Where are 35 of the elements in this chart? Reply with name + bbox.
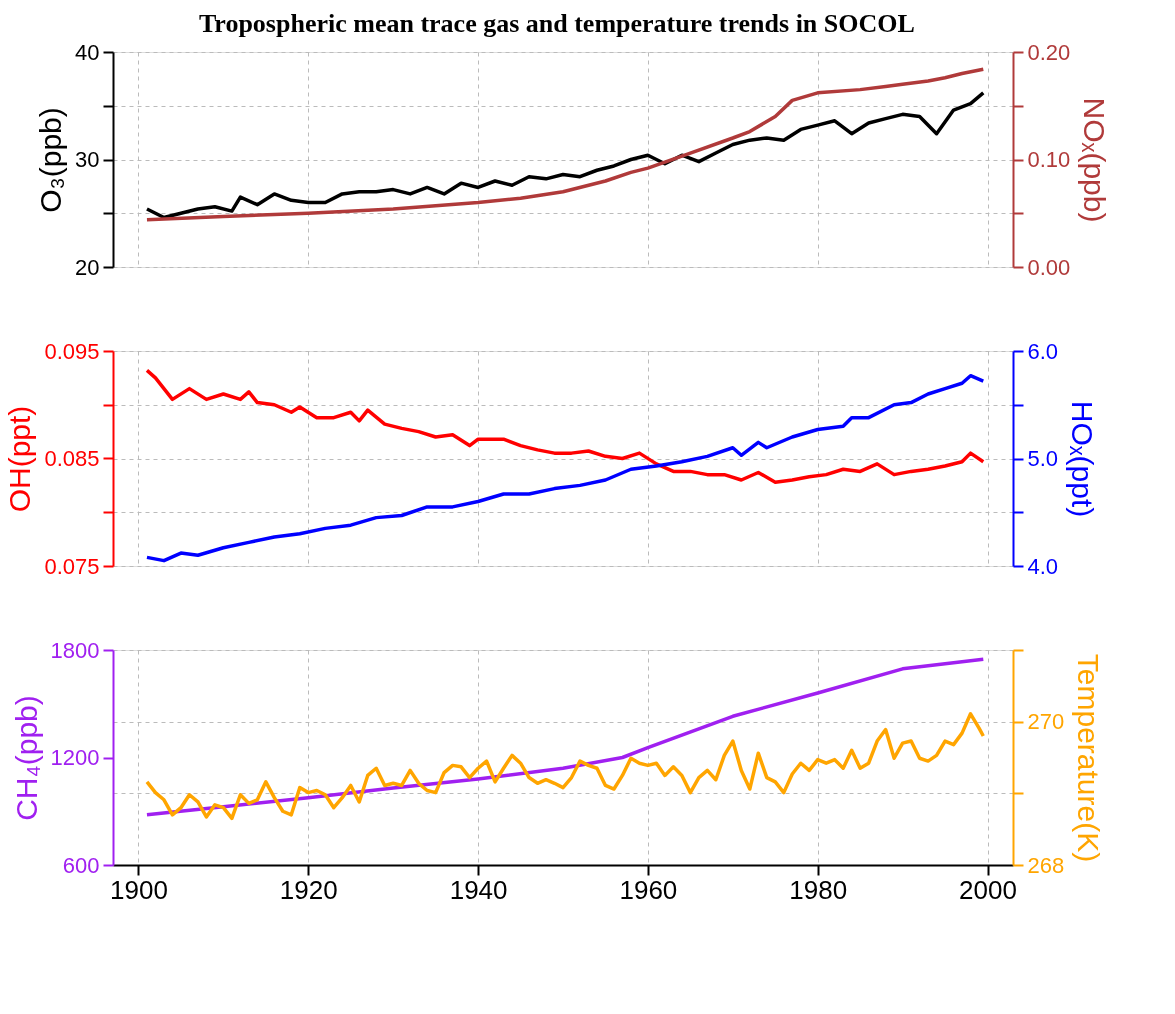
y-tick-label: 20 [75,254,100,280]
x-tick-label: 1920 [279,874,338,905]
y-axis-title: OH(ppt) [3,405,37,513]
line-series [145,67,986,222]
y-axis-title: CH₄(ppb) [9,695,43,821]
x-tick-label: 1980 [789,874,848,905]
y-tick-label: 600 [62,852,100,878]
y2-tick-label: 5.0 [1027,446,1059,471]
y2-axis-title: Temperature(K) [1072,653,1106,863]
y-tick-label: 30 [75,147,100,172]
y2-tick-label: 0.00 [1027,254,1071,280]
y2-tick-label: 6.0 [1027,338,1059,364]
x-tick-label: 1960 [619,874,678,905]
y-tick-label: 0.085 [44,446,100,471]
y2-tick-label: 0.10 [1027,147,1071,172]
line-series [145,373,986,563]
x-tick-label: 2000 [959,874,1017,905]
y2-axis-title: NOₓ(ppb) [1078,97,1112,223]
chart-title: Tropospheric mean trace gas and temperature trends in SOCOL [198,8,915,38]
y2-tick-label: 270 [1027,709,1065,735]
x-tick-label: 1900 [110,874,168,905]
y2-axis-title: HOₓ(ppt) [1066,400,1100,518]
y-tick-label: 40 [75,39,100,65]
y-tick-label: 1200 [50,745,100,770]
x-tick-label: 1940 [449,874,508,905]
line-series [145,712,986,821]
line-series [145,91,986,220]
y-tick-label: 1800 [50,637,100,663]
y-tick-label: 0.095 [44,338,100,364]
line-series [145,368,986,484]
y2-tick-label: 4.0 [1027,553,1059,579]
y-axis-title: O₃(ppb) [34,107,68,213]
y2-tick-label: 0.20 [1027,39,1071,65]
y-tick-label: 0.075 [44,553,100,579]
y2-tick-label: 268 [1027,852,1065,878]
